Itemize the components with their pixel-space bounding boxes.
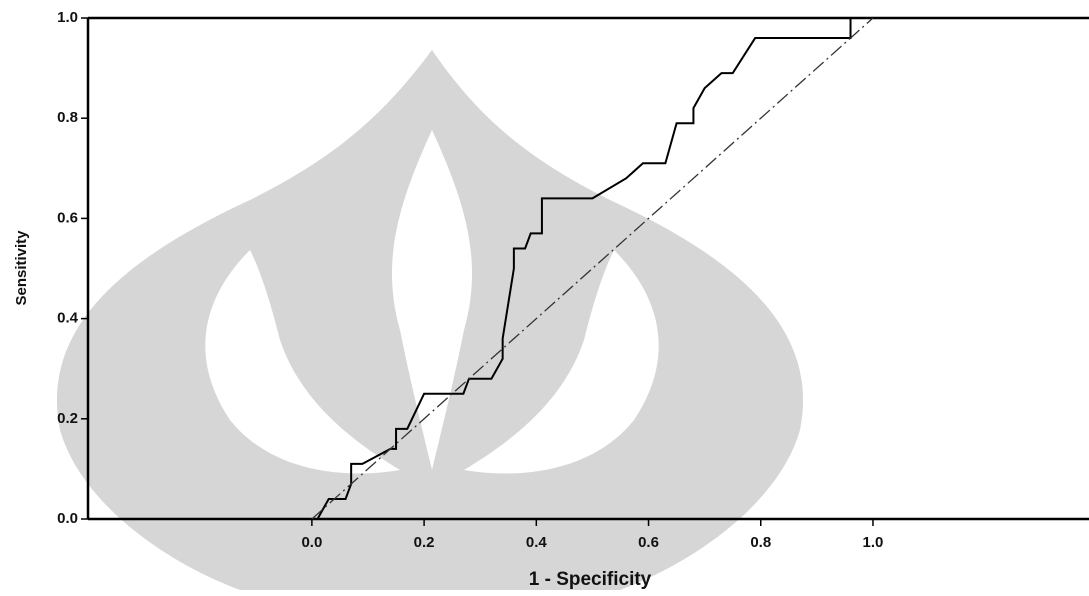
y-tick-label: 1.0 (57, 9, 78, 26)
roc-line (311, 17, 874, 520)
x-tick-label: 0.0 (301, 534, 322, 551)
x-tick-label: 1.0 (863, 534, 884, 551)
watermark (56, 50, 804, 590)
y-tick-label: 0.0 (57, 510, 78, 527)
y-tick-label: 0.2 (57, 410, 78, 427)
y-tick-label: 0.4 (57, 310, 79, 327)
y-axis-label: Sensitivity (13, 230, 30, 306)
y-tick-label: 0.6 (57, 209, 78, 226)
x-tick-label: 0.6 (638, 534, 659, 551)
x-tick-label: 0.4 (526, 534, 548, 551)
y-tick-label: 0.8 (57, 109, 78, 126)
x-axis-label: 1 - Specificity (529, 569, 652, 590)
x-tick-label: 0.2 (414, 534, 435, 551)
x-tick-label: 0.8 (750, 534, 771, 551)
